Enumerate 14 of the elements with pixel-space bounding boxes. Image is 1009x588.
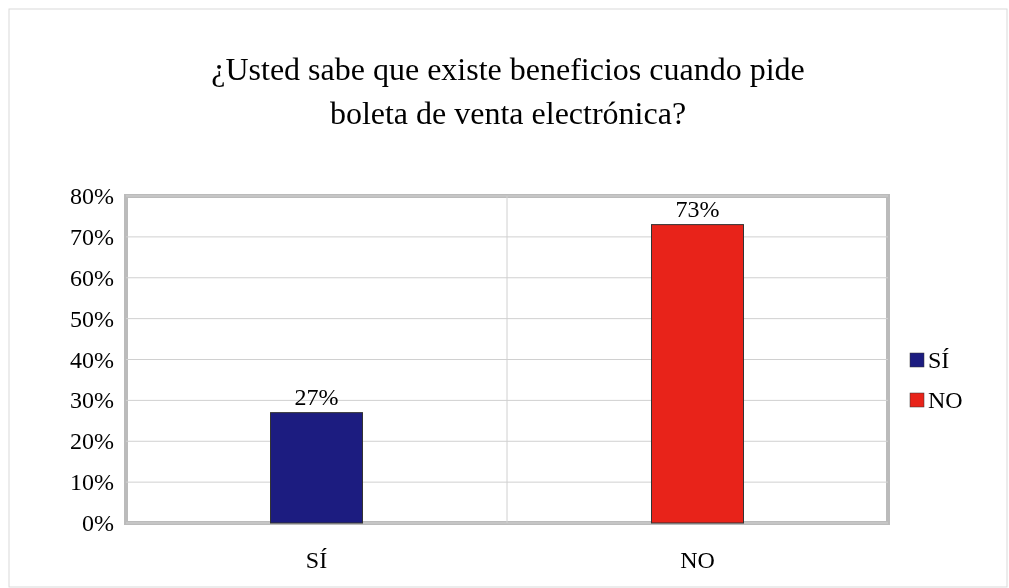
y-tick-label: 20% [70,428,114,455]
legend-label: NO [928,387,963,413]
y-tick-label: 50% [70,305,114,332]
chart-title: ¿Usted sabe que existe beneficios cuando pide boleta de venta electrónica? [211,51,805,131]
y-tick-label: 80% [70,183,114,209]
y-tick-label: 30% [70,387,114,414]
y-tick-label: 70% [70,223,114,250]
y-tick-label: 60% [70,264,114,291]
data-label: 27% [294,383,339,410]
y-tick-label: 0% [82,510,114,536]
data-label: 73% [675,195,720,222]
y-tick-label: 40% [70,346,114,373]
y-tick-label: 10% [70,469,114,496]
legend-label: SÍ [928,347,950,373]
